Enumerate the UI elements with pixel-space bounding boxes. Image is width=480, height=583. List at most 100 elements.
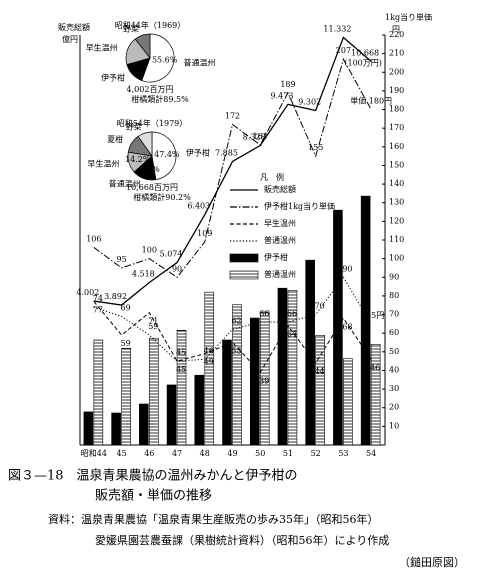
- bar: [360, 195, 371, 446]
- value-label: 8.328: [243, 132, 266, 141]
- x-tick-label: 47: [172, 449, 182, 458]
- line: [93, 57, 372, 278]
- pie-label: 普通温州: [109, 178, 141, 188]
- value-label: 155: [308, 143, 323, 152]
- y2-tick-label: 190: [389, 86, 404, 95]
- value-label: 6.403: [187, 202, 210, 211]
- pie-footer: 柑橘類計89.5%: [131, 94, 189, 104]
- y2-tick-label: 150: [389, 160, 404, 169]
- pie-center-label: 4,002百万円: [127, 85, 174, 94]
- legend-swatch: [229, 270, 259, 280]
- value-label: 45: [176, 365, 186, 374]
- value-label: 9.473: [271, 91, 294, 100]
- value-label: 7.885: [215, 148, 238, 157]
- pie-center-label: 10,668百万円: [126, 183, 178, 192]
- value-label: 46: [370, 363, 380, 372]
- x-tick-label: 54: [366, 449, 376, 458]
- value-label: 39: [259, 376, 269, 385]
- bar: [333, 209, 343, 446]
- y2-tick-label: 120: [389, 216, 404, 225]
- bar: [249, 317, 260, 446]
- pie-label: 夏柑: [107, 134, 123, 144]
- y2-tick-label: 20: [389, 403, 399, 412]
- bar: [149, 337, 159, 446]
- value-label: 70: [315, 302, 325, 311]
- bar: [232, 304, 242, 446]
- bar: [259, 311, 270, 446]
- value-label: 65円: [366, 311, 384, 320]
- bar: [93, 339, 104, 446]
- pie-label: 早生温州: [87, 158, 119, 168]
- value-label: 64: [287, 330, 297, 339]
- source: 愛媛県園芸農蚕課（果樹統計資料）（昭和56年）により作成: [95, 533, 389, 547]
- x-tick-label: 昭和44: [81, 449, 107, 458]
- pie-label: 伊予柑: [186, 148, 210, 158]
- bar: [305, 259, 315, 446]
- legend-label: 伊予柑: [264, 252, 288, 262]
- value-label: 9.302: [298, 97, 321, 106]
- pie-slice: [151, 131, 177, 181]
- y2-tick-label: 40: [389, 365, 399, 374]
- y2-tick-label: 30: [389, 384, 399, 393]
- bar: [176, 329, 187, 446]
- y2-tick-label: 100: [389, 254, 404, 263]
- pie-slice: [134, 33, 151, 60]
- bar: [287, 290, 298, 446]
- value-label: 71: [148, 317, 158, 326]
- bar: [370, 343, 381, 446]
- y2-tick-label: 170: [389, 123, 404, 132]
- pie-label: 伊予柑: [101, 72, 125, 82]
- value-label: 単価 180円: [350, 96, 392, 106]
- y2-tick-label: 180: [389, 105, 404, 114]
- legend-label: 伊予柑1kg当り単価: [264, 201, 335, 211]
- value-label: 69: [120, 303, 130, 312]
- value-label: 68: [342, 322, 352, 331]
- value-label: 109: [197, 229, 212, 238]
- pie-value-label: 55.6%: [152, 56, 178, 65]
- value-label: 45: [176, 348, 186, 357]
- value-label: 189: [280, 80, 295, 89]
- value-label: 10.668: [351, 48, 379, 57]
- pie-value-label: 47.4%: [154, 150, 180, 159]
- value-label: 66: [259, 309, 269, 318]
- value-label: 59: [148, 322, 158, 331]
- value-label: 49: [204, 358, 214, 367]
- bar: [204, 291, 215, 446]
- y2-tick-label: 90: [389, 272, 399, 281]
- pie-label: 普通温州: [183, 57, 215, 67]
- pie-title: 昭和54年（1979）: [117, 118, 188, 128]
- pie-title: 昭和44年（1969）: [115, 20, 186, 30]
- value-label: 161: [253, 132, 268, 141]
- y2-tick-label: 210: [389, 49, 404, 58]
- value-label: 90: [342, 264, 352, 273]
- y2-axis-label: 円: [392, 25, 400, 34]
- line: [93, 301, 372, 374]
- value-label: 90: [172, 264, 182, 273]
- bar: [194, 374, 205, 446]
- title: 販売額・単価の推移: [95, 488, 212, 504]
- bar: [343, 358, 353, 446]
- bar: [111, 412, 121, 446]
- x-tick-label: 50: [255, 449, 265, 458]
- y2-tick-label: 80: [389, 291, 399, 300]
- legend-swatch: [229, 253, 259, 263]
- pie-label: 早生温州: [86, 43, 118, 53]
- bar: [277, 287, 288, 446]
- pie-slice: [141, 33, 175, 83]
- value-label: 44: [315, 367, 325, 376]
- value-label: 100: [142, 246, 157, 255]
- source: 資料：温泉青果農協「温泉青果生産販売の歩み35年」（昭和56年）: [48, 512, 379, 526]
- value-label: 4.518: [132, 270, 155, 279]
- x-tick-label: 48: [200, 449, 210, 458]
- legend-title: 凡 例: [260, 172, 284, 182]
- value-label: 46: [204, 346, 214, 355]
- pie-label: 野菜: [123, 24, 139, 34]
- line: [93, 36, 372, 306]
- bar: [83, 411, 94, 446]
- value-label: 207: [336, 46, 351, 55]
- y2-tick-label: 60: [389, 328, 399, 337]
- bar: [139, 403, 149, 446]
- value-label: 172: [225, 111, 240, 120]
- value-label: 74: [93, 294, 103, 303]
- x-tick-label: 45: [116, 449, 126, 458]
